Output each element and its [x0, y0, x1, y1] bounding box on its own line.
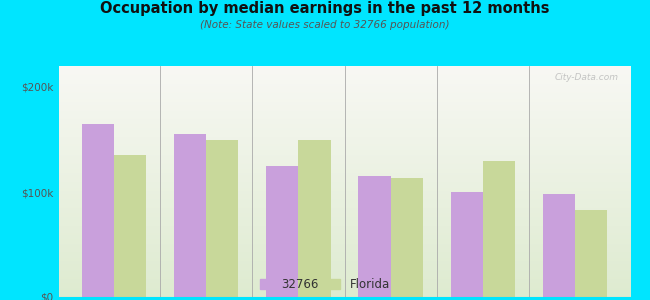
- Bar: [114, 155, 146, 297]
- Bar: [174, 134, 206, 297]
- Bar: [575, 210, 608, 297]
- Bar: [450, 192, 483, 297]
- Text: Occupation by median earnings in the past 12 months: Occupation by median earnings in the pas…: [100, 2, 550, 16]
- Text: City-Data.com: City-Data.com: [555, 73, 619, 82]
- Bar: [81, 124, 114, 297]
- Bar: [483, 160, 515, 297]
- Bar: [206, 140, 239, 297]
- Bar: [391, 178, 423, 297]
- Bar: [298, 140, 331, 297]
- Bar: [358, 176, 391, 297]
- Bar: [266, 166, 298, 297]
- Text: (Note: State values scaled to 32766 population): (Note: State values scaled to 32766 popu…: [200, 20, 450, 29]
- Legend: 32766, Florida: 32766, Florida: [260, 278, 390, 291]
- Bar: [543, 194, 575, 297]
